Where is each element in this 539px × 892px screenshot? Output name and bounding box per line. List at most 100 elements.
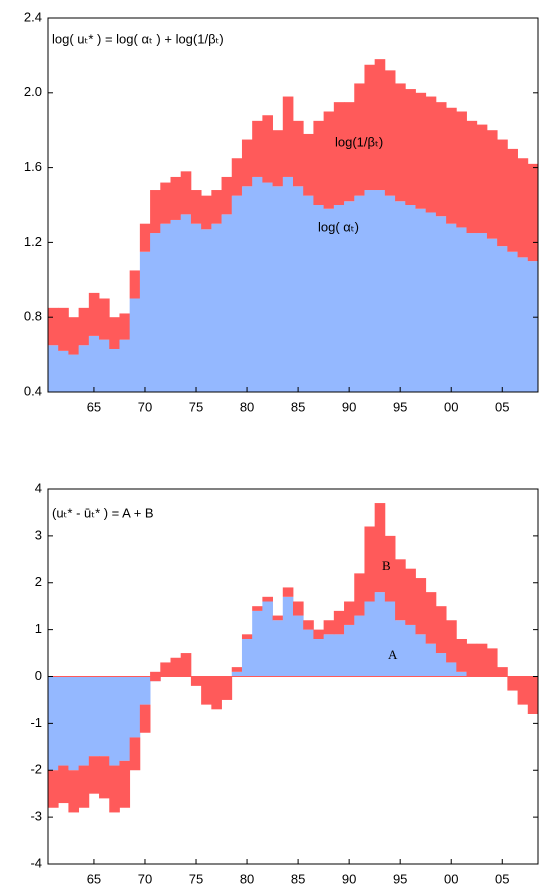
area-column	[344, 601, 355, 625]
area-column	[507, 251, 518, 392]
area-column	[405, 568, 416, 625]
area-column	[272, 620, 284, 677]
area-column	[456, 227, 467, 392]
area-column	[150, 190, 161, 234]
area-column	[282, 96, 294, 177]
x-tick-label: 85	[291, 399, 305, 414]
area-column	[109, 765, 120, 813]
area-column	[344, 624, 355, 677]
x-tick-label: 05	[495, 399, 509, 414]
area-column	[344, 102, 355, 202]
area-column	[211, 223, 222, 392]
area-column	[313, 629, 325, 639]
area-column	[88, 335, 100, 392]
area-column	[354, 195, 365, 392]
x-tick-label: 00	[444, 399, 458, 414]
area-column	[405, 205, 416, 392]
area-column	[190, 190, 202, 224]
area-column	[323, 208, 335, 392]
x-tick-label: 90	[342, 399, 356, 414]
x-tick-label: 05	[495, 871, 509, 886]
area-column	[384, 535, 396, 602]
area-column	[405, 624, 416, 677]
area-column	[466, 643, 478, 677]
area-column	[241, 634, 253, 639]
area-column	[88, 292, 100, 336]
area-column	[446, 620, 457, 663]
annotation: B	[382, 558, 391, 573]
area-column	[48, 307, 59, 346]
area-column	[109, 348, 120, 392]
area-column	[129, 676, 141, 738]
area-column	[303, 620, 314, 630]
area-column	[364, 601, 376, 677]
area-column	[517, 676, 529, 705]
area-column	[486, 238, 498, 392]
y-tick-label: 1	[35, 621, 42, 636]
area-column	[139, 223, 151, 252]
area-column	[201, 676, 212, 705]
area-column	[364, 190, 376, 392]
area-column	[190, 676, 202, 686]
area-column	[323, 111, 335, 209]
area-column	[119, 313, 131, 340]
y-tick-label: 0.8	[24, 309, 42, 324]
area-column	[395, 83, 406, 202]
area-column	[211, 190, 222, 224]
area-column	[333, 205, 345, 392]
x-tick-label: 65	[87, 399, 101, 414]
area-column	[517, 257, 529, 392]
y-tick-label: 1.6	[24, 159, 42, 174]
x-tick-label: 90	[342, 871, 356, 886]
area-column	[446, 107, 457, 224]
area-column	[129, 270, 141, 299]
y-tick-label: -3	[30, 809, 42, 824]
area-column	[262, 596, 273, 602]
area-column	[282, 587, 294, 597]
area-column	[456, 639, 467, 672]
area-column	[435, 653, 447, 677]
area-column	[139, 676, 151, 705]
area-column	[241, 139, 253, 187]
area-column	[364, 526, 376, 602]
area-column	[221, 676, 233, 700]
area-column	[507, 676, 518, 691]
area-column	[395, 559, 406, 621]
area-column	[395, 201, 406, 392]
area-column	[282, 176, 294, 392]
area-column	[221, 214, 233, 392]
area-column	[374, 503, 386, 593]
area-column	[384, 70, 396, 196]
area-column	[486, 130, 498, 239]
area-column	[405, 89, 416, 205]
area-column	[262, 182, 273, 392]
area-column	[119, 760, 131, 808]
area-column	[241, 186, 253, 392]
area-column	[456, 671, 467, 677]
area-column	[78, 345, 90, 392]
area-column	[446, 223, 457, 392]
area-column	[201, 195, 212, 230]
area-column	[272, 130, 284, 187]
x-tick-label: 95	[393, 399, 407, 414]
plot-frame	[47, 17, 539, 393]
area-column	[354, 83, 365, 196]
area-column	[354, 573, 365, 616]
area-column	[486, 648, 498, 677]
area-column	[68, 676, 80, 771]
area-column	[323, 620, 335, 635]
area-column	[119, 676, 131, 761]
area-column	[78, 765, 90, 808]
area-column	[527, 676, 539, 714]
area-column	[170, 657, 182, 677]
area-column	[303, 133, 314, 196]
area-column	[99, 756, 110, 799]
x-tick-label: 80	[240, 871, 254, 886]
x-tick-label: 70	[138, 871, 152, 886]
area-column	[374, 190, 386, 392]
area-column	[415, 634, 427, 677]
y-tick-label: -2	[30, 762, 42, 777]
area-column	[252, 606, 263, 611]
area-column	[466, 120, 478, 234]
